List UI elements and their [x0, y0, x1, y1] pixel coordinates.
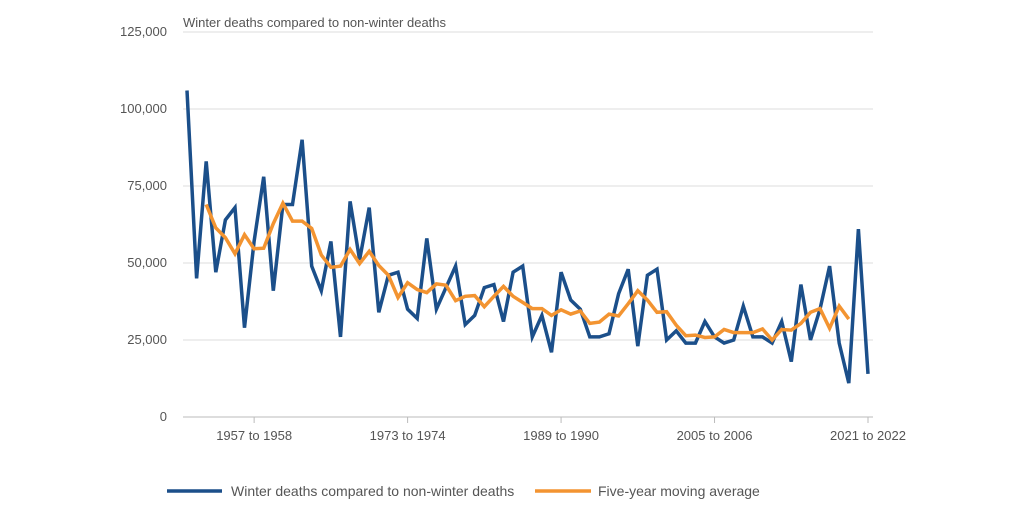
series-lines: [187, 90, 868, 383]
y-tick-label: 50,000: [127, 255, 167, 270]
gridlines: [183, 32, 873, 417]
chart-title: Winter deaths compared to non-winter dea…: [183, 15, 447, 30]
legend-label-winter-deaths: Winter deaths compared to non-winter dea…: [231, 483, 514, 499]
x-tick-label: 1973 to 1974: [370, 428, 446, 443]
legend-item-winter-deaths[interactable]: Winter deaths compared to non-winter dea…: [167, 483, 514, 499]
legend-item-moving-average[interactable]: Five-year moving average: [535, 483, 760, 499]
x-tick-label: 2005 to 2006: [677, 428, 753, 443]
y-tick-label: 125,000: [120, 24, 167, 39]
x-axis: 1957 to 1958 1973 to 1974 1989 to 1990 2005…: [216, 417, 906, 443]
y-tick-label: 100,000: [120, 101, 167, 116]
y-tick-label: 0: [160, 409, 167, 424]
series-line-moving-average: [206, 203, 849, 340]
y-tick-label: 25,000: [127, 332, 167, 347]
legend: Winter deaths compared to non-winter dea…: [167, 483, 760, 499]
x-tick-label: 1989 to 1990: [523, 428, 599, 443]
x-tick-label: 1957 to 1958: [216, 428, 292, 443]
series-points: [206, 203, 849, 340]
series-line-winter-deaths: [187, 91, 868, 384]
y-tick-label: 75,000: [127, 178, 167, 193]
y-axis: 0 25,000 50,000 75,000 100,000 125,000: [120, 24, 167, 424]
legend-label-moving-average: Five-year moving average: [598, 483, 760, 499]
x-tick-label: 2021 to 2022: [830, 428, 906, 443]
